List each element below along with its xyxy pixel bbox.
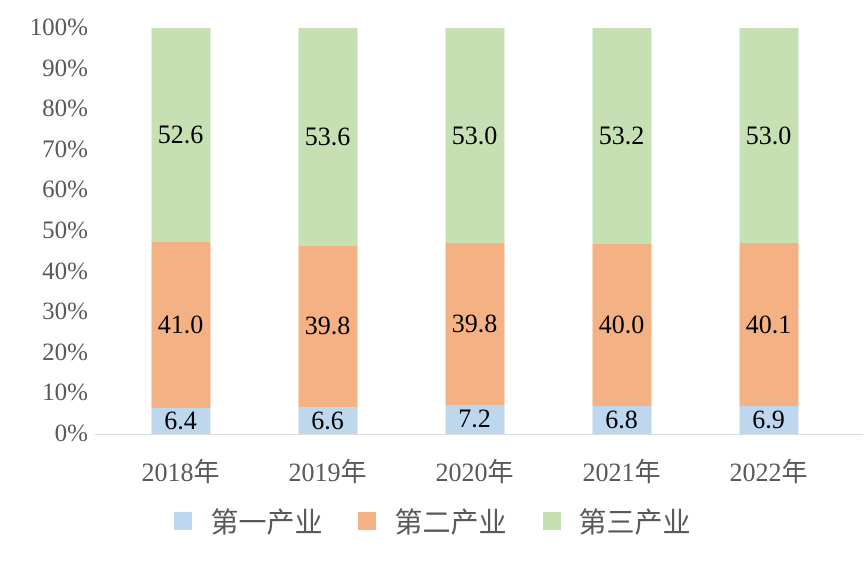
data-label: 53.0 [451, 120, 498, 150]
bar-segment: 53.6 [298, 28, 357, 246]
legend-swatch [542, 512, 561, 530]
data-label: 6.8 [605, 405, 638, 435]
x-axis-label: 2021年 [582, 458, 661, 487]
bar-segment: 41.0 [151, 241, 210, 409]
x-axis-label: 2019年 [288, 458, 367, 487]
stacked-bar: 6.6 39.8 53.6 [298, 28, 357, 434]
y-tick-label: 0% [54, 420, 88, 447]
data-label: 6.6 [311, 405, 344, 435]
x-axis-label: 2020年 [435, 458, 514, 487]
category-column: 7.2 39.8 53.0 [401, 28, 548, 434]
data-label: 52.6 [157, 119, 204, 149]
y-tick-label: 60% [42, 176, 88, 204]
legend-label: 第一产业 [210, 508, 323, 539]
bar-segment: 39.8 [298, 245, 357, 408]
bar-segment: 53.2 [592, 28, 651, 244]
data-label: 7.2 [458, 404, 491, 434]
bar-segment: 6.9 [739, 406, 798, 434]
data-label: 41.0 [157, 309, 204, 339]
bar-segment: 40.1 [739, 243, 798, 406]
x-axis-label: 2018年 [141, 458, 220, 487]
bar-segment: 6.8 [592, 406, 651, 434]
y-tick-label: 50% [42, 217, 88, 244]
data-label: 53.0 [745, 120, 792, 150]
x-axis-line [95, 434, 863, 435]
stacked-bar: 6.8 40.0 53.2 [592, 28, 651, 434]
legend: 第一产业 第二产业 第三产业 [0, 501, 865, 541]
bar-segment: 6.4 [151, 408, 210, 434]
data-label: 53.6 [304, 121, 351, 151]
data-label: 6.4 [164, 406, 197, 436]
data-label: 6.9 [752, 405, 785, 434]
y-tick-label: 70% [42, 135, 88, 163]
x-axis-label: 2022年 [729, 458, 808, 487]
bar-segment: 40.0 [592, 244, 651, 407]
y-tick-label: 10% [42, 379, 88, 407]
stacked-bar: 6.4 41.0 52.6 [151, 28, 210, 434]
category-column: 6.6 39.8 53.6 [254, 28, 401, 434]
legend-item: 第二产业 [358, 501, 507, 541]
bar-segment: 53.0 [445, 28, 504, 244]
bar-segment: 52.6 [151, 28, 210, 242]
data-label: 40.0 [598, 310, 645, 340]
y-tick-label: 40% [42, 257, 88, 285]
legend-item: 第三产业 [542, 501, 691, 541]
legend-item: 第一产业 [174, 501, 322, 541]
category-column: 6.4 41.0 52.6 [107, 28, 254, 434]
data-label: 53.2 [598, 121, 645, 150]
bar-segment: 7.2 [445, 404, 504, 434]
legend-label: 第三产业 [578, 508, 691, 539]
category-column: 6.8 40.0 53.2 [548, 28, 695, 434]
category-column: 6.9 40.1 53.0 [695, 28, 842, 434]
y-tick-label: 20% [42, 338, 88, 366]
y-tick-label: 90% [42, 54, 88, 82]
bar-segment: 6.6 [298, 407, 357, 434]
y-tick-label: 30% [42, 298, 88, 326]
y-axis: 0% 10% 20% 30% 40% 50% 60% 70% 80% 90% 100% [0, 0, 95, 450]
y-tick-label: 80% [42, 95, 88, 123]
legend-swatch [174, 512, 193, 530]
stacked-bar: 6.9 40.1 53.0 [739, 28, 798, 434]
data-label: 40.1 [745, 309, 792, 339]
data-label: 39.8 [304, 311, 351, 341]
legend-label: 第二产业 [394, 508, 507, 539]
legend-swatch [358, 512, 377, 530]
plot-area: 6.4 41.0 52.6 6.6 39.8 53.6 7.2 39.8 53.0 6.8 40.0… [107, 28, 842, 434]
bar-segment: 39.8 [445, 243, 504, 405]
stacked-bar: 7.2 39.8 53.0 [445, 28, 504, 434]
x-axis-labels: 2018年 2019年 2020年 2021年 2022年 [107, 452, 842, 489]
data-label: 39.8 [451, 308, 498, 338]
bar-segment: 53.0 [739, 28, 798, 244]
y-tick-label: 100% [29, 14, 88, 41]
